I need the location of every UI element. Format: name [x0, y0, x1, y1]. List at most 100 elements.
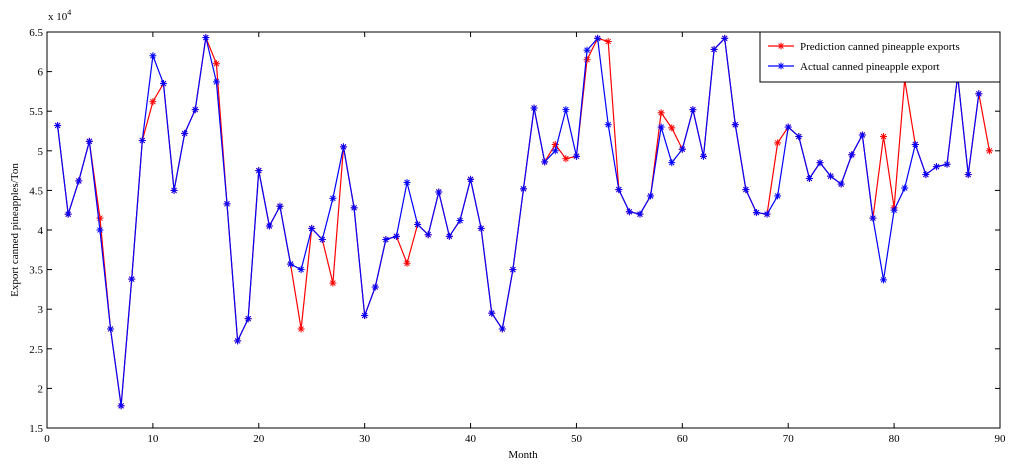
marker-stroke [86, 138, 93, 145]
data-point [890, 206, 898, 214]
marker-stroke [584, 47, 590, 54]
x-tick-label: 50 [571, 433, 583, 445]
data-point [85, 137, 93, 145]
data-point [212, 60, 220, 68]
data-point [562, 106, 570, 114]
marker-stroke [65, 211, 71, 217]
marker-stroke [478, 225, 484, 232]
marker-stroke [806, 175, 813, 182]
marker-stroke [785, 124, 792, 130]
data-point [350, 204, 358, 212]
marker-stroke [404, 260, 410, 267]
marker-stroke [75, 178, 82, 184]
marker-stroke [150, 98, 156, 105]
y-tick-label: 5 [38, 146, 44, 158]
data-point [202, 34, 210, 42]
marker-stroke [541, 159, 548, 165]
data-point [880, 133, 888, 141]
marker-stroke [266, 223, 273, 229]
data-point [117, 402, 125, 410]
data-point [297, 266, 305, 274]
data-point [530, 104, 538, 112]
marker-stroke [605, 38, 612, 45]
marker-stroke [923, 171, 929, 178]
marker-stroke [986, 147, 993, 154]
data-point [816, 159, 824, 167]
data-point [212, 78, 220, 86]
data-point [827, 172, 835, 180]
data-point [96, 226, 104, 234]
marker-stroke [901, 185, 908, 191]
data-point [488, 309, 496, 317]
marker-stroke [880, 277, 887, 283]
marker-stroke [520, 186, 527, 192]
y-tick-label: 3 [38, 304, 44, 316]
data-point [308, 224, 316, 232]
legend-marker [777, 42, 785, 50]
marker-stroke [224, 201, 230, 207]
data-point [657, 109, 665, 117]
x-tick-label: 20 [253, 433, 265, 445]
marker-stroke [245, 315, 251, 322]
data-point [943, 160, 951, 168]
y-tick-label: 3.5 [29, 265, 43, 277]
marker-stroke [467, 176, 474, 183]
marker-stroke [298, 326, 304, 332]
y-multiplier-base: x 10 [48, 11, 68, 23]
data-point [392, 232, 400, 240]
data-point [329, 194, 337, 202]
data-point [784, 123, 792, 131]
marker-stroke [488, 310, 495, 316]
marker-stroke [690, 106, 696, 113]
data-point [636, 210, 644, 218]
data-point [498, 325, 506, 333]
x-tick-label: 60 [677, 433, 689, 445]
y-multiplier: x 104 [48, 8, 71, 23]
marker-stroke [330, 280, 336, 286]
data-point [774, 192, 782, 200]
data-point [562, 155, 570, 163]
data-point [848, 151, 856, 159]
y-tick-label: 6 [38, 67, 44, 79]
data-point [244, 315, 252, 323]
marker-stroke [976, 90, 982, 97]
y-tick-label: 2 [38, 383, 44, 395]
marker-stroke [668, 159, 675, 166]
marker-stroke [118, 403, 124, 409]
marker-stroke [827, 173, 834, 179]
data-point [763, 210, 771, 218]
marker-stroke [721, 35, 728, 42]
marker-stroke [97, 227, 103, 233]
marker-stroke [965, 171, 972, 178]
data-point [604, 38, 612, 46]
marker-stroke [658, 124, 664, 130]
marker-stroke [139, 137, 146, 144]
marker-stroke [234, 338, 241, 344]
marker-stroke [383, 236, 389, 243]
marker-stroke [277, 203, 283, 210]
data-point [583, 46, 591, 54]
x-tick-label: 10 [147, 433, 159, 445]
data-point [901, 184, 909, 192]
x-tick-label: 0 [44, 433, 50, 445]
marker-stroke [778, 63, 784, 69]
marker-stroke [700, 153, 707, 160]
marker-stroke [308, 225, 315, 232]
marker-stroke [658, 109, 664, 116]
data-point [689, 106, 697, 114]
data-point [149, 52, 157, 60]
data-point [477, 224, 485, 232]
data-point [435, 188, 443, 196]
marker-stroke [340, 144, 347, 150]
marker-stroke [838, 181, 844, 187]
plot-frame [46, 31, 1001, 429]
marker-stroke [298, 266, 304, 273]
marker-stroke [192, 106, 199, 113]
data-point [911, 140, 919, 148]
data-point [964, 171, 972, 179]
marker-stroke [647, 193, 654, 199]
data-point [752, 209, 760, 217]
legend-marker [777, 62, 785, 70]
data-point [128, 275, 136, 283]
data-point [572, 152, 580, 160]
